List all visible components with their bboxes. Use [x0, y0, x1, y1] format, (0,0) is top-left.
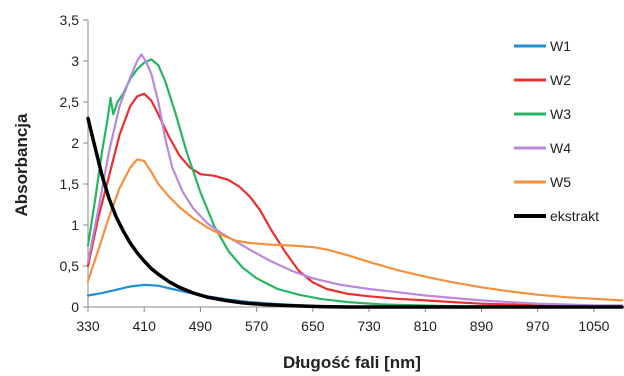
y-tick-label: 3,5 [60, 12, 80, 28]
x-tick-label: 410 [133, 318, 157, 334]
x-tick-label: 730 [357, 318, 381, 334]
series-line-w3 [86, 58, 624, 309]
y-tick-label: 1,5 [60, 176, 80, 192]
legend-label: ekstrakt [550, 208, 599, 224]
y-axis-title: Absorbancja [12, 113, 31, 217]
x-tick-label: 330 [76, 318, 100, 334]
series-line-ekstrakt [86, 116, 624, 309]
series-line-w5 [86, 158, 624, 302]
x-axis: 330 410 490 570 650 730 810 890 970 1050 [76, 306, 622, 334]
x-tick-label: 890 [470, 318, 494, 334]
x-tick-label: 810 [414, 318, 438, 334]
x-tick-label: 1050 [578, 318, 609, 334]
legend-label: W4 [550, 140, 571, 156]
y-tick-label: 1 [71, 217, 79, 233]
legend-label: W3 [550, 106, 571, 122]
series-line-w2 [86, 92, 624, 308]
legend-label: W5 [550, 174, 571, 190]
x-tick-label: 650 [301, 318, 325, 334]
legend-label: W1 [550, 38, 571, 54]
y-tick-label: 2,5 [60, 94, 80, 110]
y-tick-label: 2 [71, 135, 79, 151]
x-tick-label: 970 [526, 318, 550, 334]
y-tick-label: 0,5 [60, 258, 80, 274]
x-tick-label: 490 [189, 318, 213, 334]
y-axis: 0 0,5 1 1,5 2 2,5 3 3,5 [60, 12, 89, 315]
legend-label: W2 [550, 72, 571, 88]
legend: W1 W2 W3 W4 W5 ekstrakt [514, 38, 599, 224]
x-tick-label: 570 [245, 318, 269, 334]
y-tick-label: 3 [71, 53, 79, 69]
y-tick-label: 0 [71, 299, 79, 315]
x-axis-title: Długość fali [nm] [283, 353, 421, 372]
plot-lines [86, 53, 624, 309]
